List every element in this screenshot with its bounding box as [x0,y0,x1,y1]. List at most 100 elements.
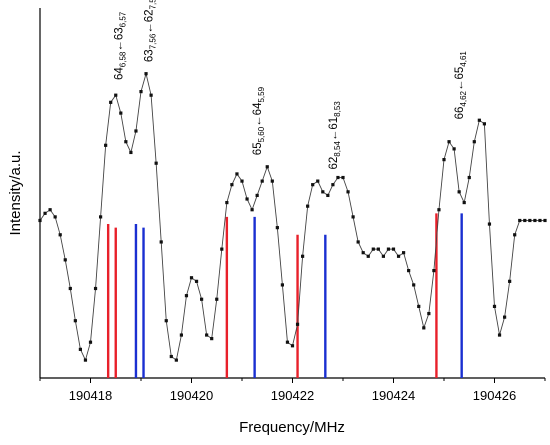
data-point [48,208,52,212]
data-point [119,111,123,115]
data-point [93,286,98,291]
data-point [503,315,507,319]
data-point [427,311,431,316]
data-point [513,233,517,237]
stick-spectrum [106,213,463,378]
data-point [164,319,168,323]
data-point [396,254,401,258]
x-tick-label: 190418 [69,388,112,403]
x-tick-label: 190424 [372,388,415,403]
data-point [326,193,330,198]
data-point [169,354,173,359]
data-point [184,294,189,298]
data-point [63,258,67,262]
data-point [83,358,88,362]
data-point [437,208,441,212]
data-point [139,90,143,94]
data-point [402,251,406,255]
data-point [129,150,133,155]
data-point [270,179,274,183]
data-point [467,175,471,180]
transition-label: 637,56←627,55 [144,0,158,62]
data-point [452,147,456,151]
data-point [295,322,300,326]
data-point [311,183,315,187]
data-point [538,218,542,223]
data-point [250,208,254,212]
data-point [114,93,118,97]
y-axis-title: Intensity/a.u. [7,150,24,235]
data-point [366,254,370,258]
data-point [220,247,224,251]
transition-labels: 646,58←636,57 637,56←627,55 655,60←645,59 6… [113,0,468,170]
data-point [487,222,492,226]
data-point [255,193,259,198]
data-point [306,204,310,208]
data-point [528,218,532,223]
data-point [240,179,244,183]
data-point [462,200,466,205]
data-point [316,179,320,183]
data-point [442,158,446,162]
data-point [290,344,295,348]
data-point [58,233,62,237]
x-tick-label: 190420 [170,388,213,403]
data-point [189,276,194,280]
data-point [417,304,421,308]
data-point [230,183,234,187]
data-point [245,197,249,201]
data-point [68,286,72,291]
data-point [381,254,385,258]
data-point [391,247,396,251]
data-point [422,326,426,330]
data-point [301,254,305,258]
data-point [210,337,214,341]
transition-label: 664,62←654,61 [454,51,468,120]
data-point [371,247,375,251]
data-point [134,129,138,133]
data-point [200,297,204,301]
x-tick-label: 190422 [271,388,314,403]
data-point [99,215,103,219]
data-point [275,226,279,230]
data-point [225,200,229,205]
data-point [508,279,512,283]
data-point [482,122,486,126]
data-point [386,247,391,251]
data-point [412,283,416,287]
data-point [124,140,128,144]
data-point [447,140,451,144]
data-point [280,283,284,287]
data-point [260,179,264,183]
data-point [533,218,537,223]
data-point [285,340,290,344]
data-point [492,304,497,308]
data-point [73,319,77,323]
data-point [88,340,93,344]
data-point [351,215,355,219]
data-point [477,118,481,122]
x-axis-title: Frequency/MHz [239,419,345,436]
data-point [331,183,335,187]
data-point [336,175,340,180]
data-point [179,333,183,337]
transition-label: 646,58←636,57 [113,11,127,80]
data-point [104,143,108,147]
data-point [497,333,502,337]
data-point [407,269,411,273]
data-point [53,215,57,219]
data-point [361,251,365,255]
data-point [341,175,345,180]
data-point [356,240,360,244]
data-point [174,358,178,362]
data-point [265,165,269,169]
data-point [346,190,350,194]
data-point [235,172,239,176]
data-point [154,161,158,165]
data-point [205,333,209,337]
x-tick-label: 190426 [473,388,516,403]
data-point [457,190,461,194]
data-point [144,72,148,76]
data-point [109,100,113,104]
